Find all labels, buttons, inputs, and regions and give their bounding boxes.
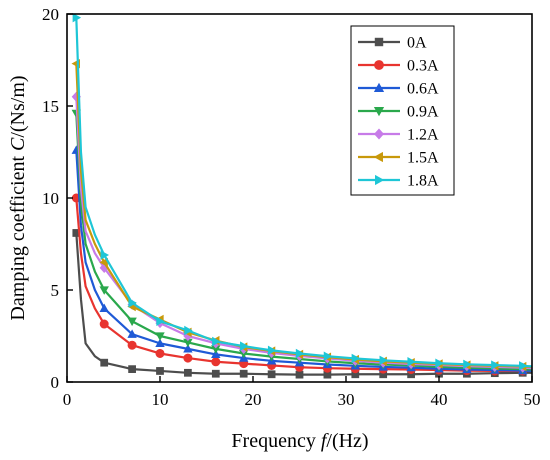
data-point-0A [128,365,136,373]
series-line-1.5A [75,63,533,369]
data-point-0.9A [127,317,137,327]
data-point-0.6A [211,349,221,359]
legend-label: 0A [407,35,427,52]
data-point-1.8A [407,357,416,367]
legend-item-1.5A: 1.5A [358,150,439,167]
series-0.6A [71,145,533,375]
data-point-1.8A [435,358,444,368]
legend-marker [373,151,383,163]
legend-label: 0.6A [407,81,439,98]
data-point-0A [211,369,220,378]
legend-marker [373,107,385,117]
data-point-0.3A [183,353,193,363]
data-point-0.6A [127,329,137,338]
data-point-0.3A [211,357,221,367]
data-point-1.8A [519,361,528,371]
legend-items: 0A 0.3A 0.6A 0.9A 1.2A 1.5A 1.8A [358,35,439,190]
series-line-0.3A [75,197,532,373]
legend-marker [374,37,384,47]
data-point-0.9A [155,332,165,341]
legend-item-1.8A: 1.8A [358,173,439,190]
y-axis-title: Damping coefficient C/(Ns/m) [7,75,29,320]
data-point-1.8A [212,336,221,347]
y-tick-label: 0 [51,373,60,392]
legend-item-0.9A: 0.9A [358,104,439,121]
x-tick-label: 10 [152,390,169,409]
data-point-0.6A [99,303,109,313]
legend-marker [373,82,385,92]
data-point-1.8A [491,360,500,370]
data-point-0A [156,367,164,375]
y-tick-label: 15 [42,97,59,116]
legend-label: 1.2A [407,127,439,144]
tick-layer: 0 10 20 30 40 50 0 5 10 15 20 [42,5,541,409]
legend-marker [374,60,384,70]
series-0.3A [71,193,532,376]
legend: 0A 0.3A 0.6A 0.9A 1.2A 1.5A 1.8A [350,25,455,196]
data-point-1.8A [128,298,137,308]
y-axis-title-variable: C [7,137,29,151]
x-tick-label: 50 [524,390,541,409]
series-1.5A [71,58,533,372]
data-point-1.8A [323,351,333,361]
series-0.9A [71,109,533,374]
x-tick-label: 40 [431,390,448,409]
data-point-1.8A [295,348,305,359]
series-1.2A [71,91,533,373]
data-point-1.8A [267,345,277,356]
y-axis-title-unit: /(Ns/m) [7,75,29,137]
y-tick-label: 10 [42,189,59,208]
series-line-0.9A [75,113,533,371]
data-point-1.8A [72,12,82,23]
legend-label: 1.5A [407,150,439,167]
data-point-0A [184,368,192,377]
data-point-0.3A [127,340,137,350]
legend-item-0A: 0A [358,35,427,52]
x-axis-title: Frequency f/(Hz) [231,430,368,452]
data-point-1.8A [156,316,165,326]
legend-label: 0.9A [407,104,439,121]
series-layer [71,12,533,379]
legend-label: 1.8A [407,173,439,190]
legend-item-1.2A: 1.2A [358,127,439,144]
legend-marker [375,174,385,186]
legend-item-0.6A: 0.6A [358,81,439,98]
plot-frame [66,13,533,383]
data-point-1.8A [184,325,193,336]
y-axis-title-prefix: Damping coefficient [7,151,29,321]
data-point-0.3A [155,348,165,358]
y-tick-label: 5 [51,281,60,300]
series-1.8A [72,12,533,371]
data-point-0.9A [99,286,109,295]
x-tick-label: 0 [63,390,72,409]
legend-item-0.3A: 0.3A [358,58,439,75]
x-tick-label: 30 [338,390,355,409]
data-point-1.8A [240,341,249,351]
x-axis-title-variable: f [321,430,329,452]
data-point-1.8A [351,353,361,364]
data-point-0A [267,370,276,379]
data-point-0A [295,370,304,379]
data-point-1.8A [100,250,110,260]
x-tick-label: 20 [245,390,262,409]
data-point-1.8A [379,355,389,365]
data-point-0A [100,358,109,367]
legend-label: 0.3A [407,58,439,75]
x-axis-title-unit: /(Hz) [326,430,368,452]
data-point-1.8A [463,359,472,370]
data-point-0.6A [183,344,193,353]
data-point-0.6A [155,338,165,348]
y-tick-label: 20 [42,5,59,24]
legend-marker [373,128,385,140]
data-point-0.3A [99,319,109,329]
series-line-0.6A [75,150,533,373]
x-axis-title-prefix: Frequency [231,430,320,452]
data-point-0A [239,369,248,378]
